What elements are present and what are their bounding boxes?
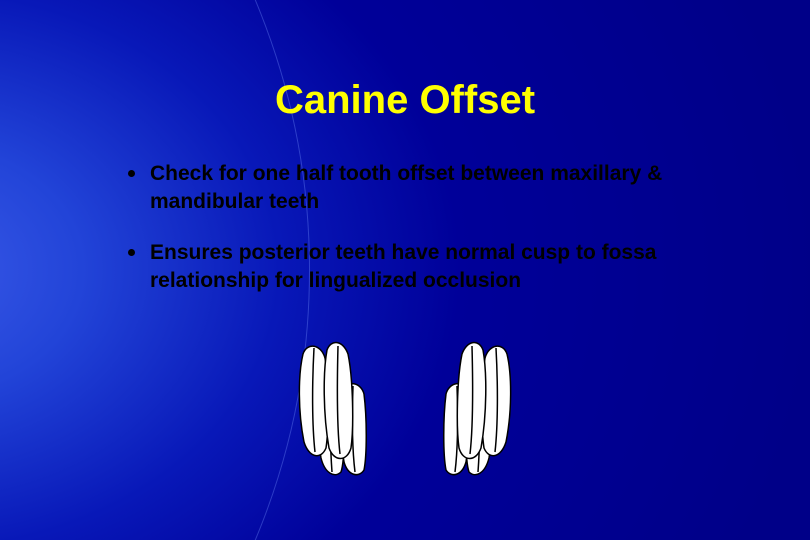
tooth-group-left <box>285 340 385 480</box>
bullet-list: Check for one half tooth offset between … <box>128 160 688 317</box>
tooth-group-right <box>425 340 525 480</box>
teeth-icon <box>425 340 525 480</box>
bullet-item: Ensures posterior teeth have normal cusp… <box>128 239 688 296</box>
bullet-item: Check for one half tooth offset between … <box>128 160 688 217</box>
teeth-icon <box>285 340 385 480</box>
teeth-diagram <box>0 340 810 480</box>
slide-title: Canine Offset <box>0 78 810 123</box>
